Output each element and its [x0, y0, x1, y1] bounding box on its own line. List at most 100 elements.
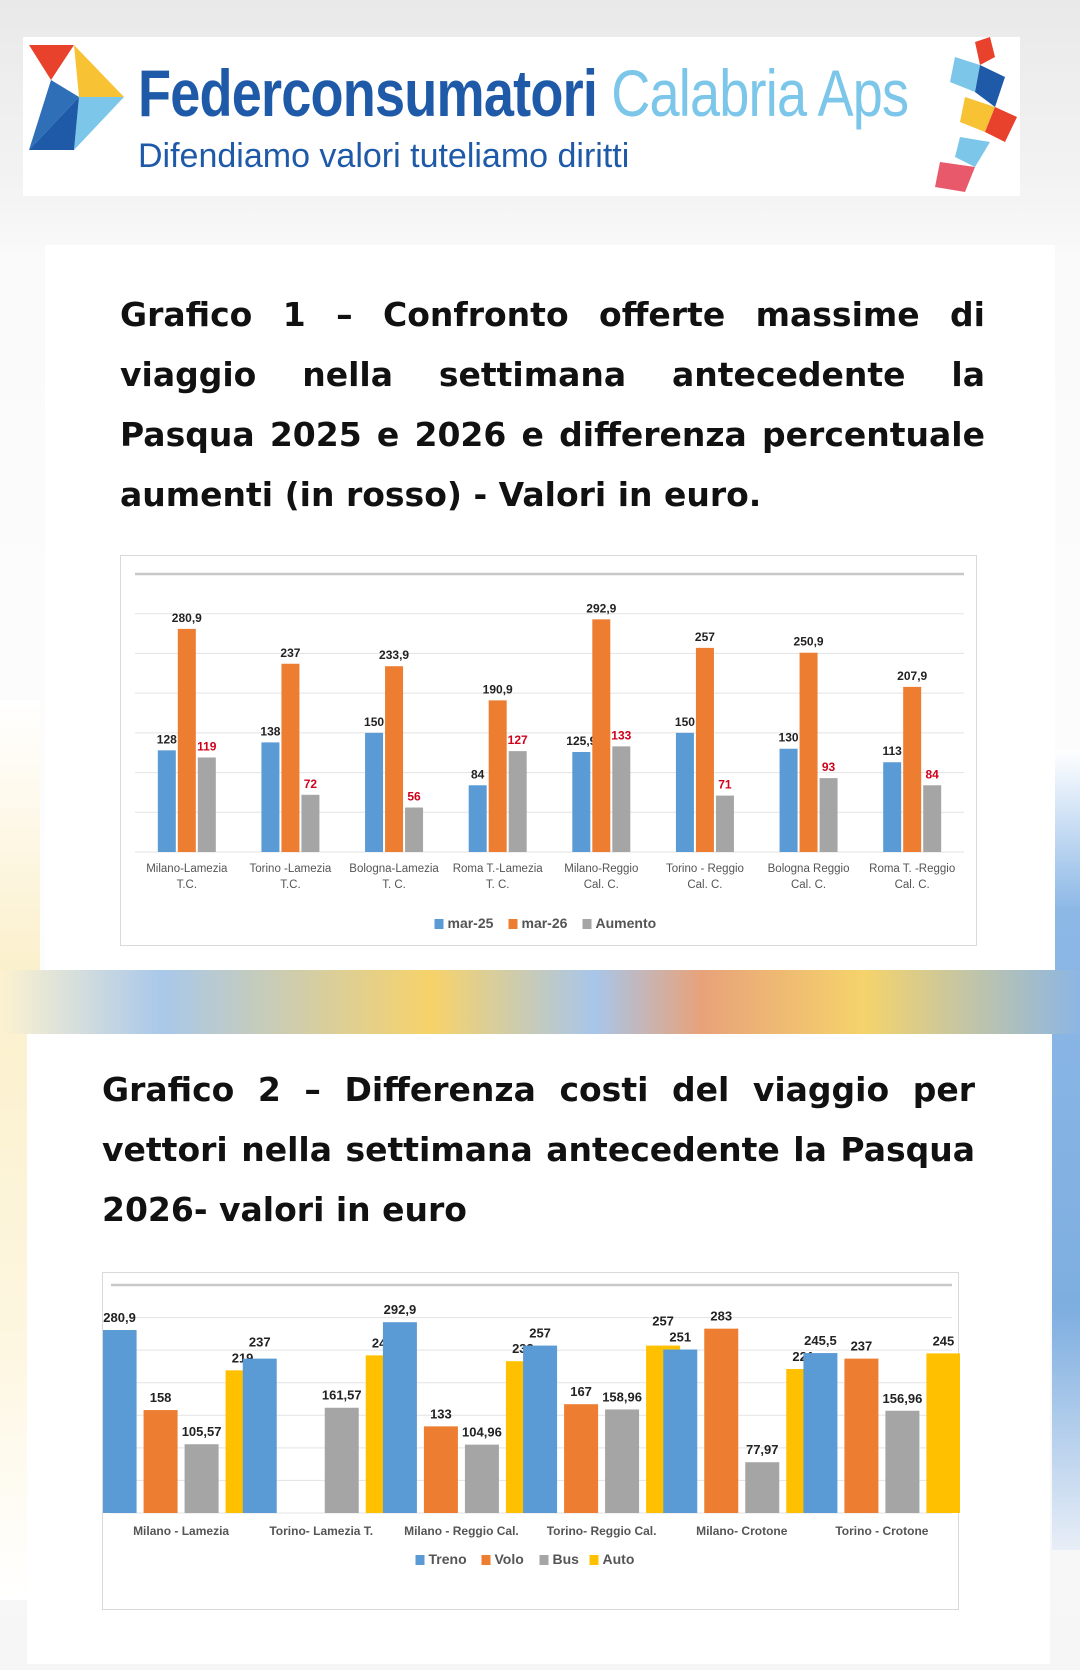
category-label: Bologna-Lamezia [349, 863, 439, 875]
data-label: 158,96 [602, 1389, 642, 1404]
data-label: 105,57 [182, 1424, 222, 1439]
logo-icon [29, 45, 124, 150]
data-label: 119 [197, 739, 217, 753]
data-label: 237 [280, 646, 300, 660]
bar-aumento [923, 785, 942, 852]
background-blur-right [1052, 750, 1080, 1550]
data-label: 161,57 [322, 1388, 362, 1403]
category-label: Torino- Lamezia T. [269, 1524, 373, 1538]
data-label: 292,9 [384, 1302, 417, 1317]
data-label: 250,9 [794, 635, 824, 649]
data-label: 133 [430, 1406, 452, 1421]
data-label: 130 [779, 731, 799, 745]
category-label: Roma T. -Reggio [869, 863, 955, 875]
category-label: Milano-Lamezia [146, 863, 228, 875]
data-label: 292,9 [586, 601, 616, 615]
category-label: Milano - Reggio Cal. [404, 1524, 519, 1538]
calabria-map-icon [935, 37, 1017, 192]
decorative-strip [0, 970, 1080, 1034]
chart2-title: Grafico 2 – Differenza costi del viaggio… [102, 1070, 975, 1229]
category-label: Milano - Lamezia [133, 1524, 229, 1538]
bar-aumento [508, 751, 527, 852]
bar-treno [803, 1353, 838, 1513]
data-label: 158 [150, 1390, 172, 1405]
data-label: 71 [718, 778, 732, 792]
bar-mar-26 [385, 666, 404, 852]
category-label: Milano- Crotone [696, 1524, 788, 1538]
data-label: 77,97 [746, 1442, 779, 1457]
data-label: 257 [652, 1313, 674, 1328]
bar-volo [704, 1328, 739, 1513]
chart1-svg: 128 280,9 119 Milano-Lamezia T.C. 138 237 72 Tor… [135, 572, 964, 931]
data-label: 125,9 [566, 734, 596, 748]
bar-mar-25 [779, 748, 798, 852]
data-label: 104,96 [462, 1425, 502, 1440]
category-label: Cal. C. [687, 879, 722, 891]
bar-mar-26 [281, 663, 300, 852]
category-label: Torino - Crotone [835, 1524, 928, 1538]
header-banner: Federconsumatori Calabria Aps Difendiamo… [23, 37, 1020, 196]
legend-swatch-auto [589, 1555, 599, 1565]
legend-label: Treno [429, 1551, 467, 1567]
bar-auto [926, 1353, 961, 1513]
bar-volo [423, 1426, 458, 1513]
bar-treno [382, 1322, 417, 1513]
category-label: Bologna Reggio [768, 863, 850, 875]
data-label: 207,9 [897, 669, 927, 683]
bar-aumento [301, 794, 320, 852]
category-label: Cal. C. [584, 879, 619, 891]
bar-volo [564, 1404, 599, 1513]
category-label: Torino- Reggio Cal. [547, 1524, 657, 1538]
bar-mar-26 [592, 619, 611, 852]
data-label: 251 [669, 1329, 691, 1344]
data-label: 72 [304, 777, 318, 791]
data-label: 280,9 [172, 611, 202, 625]
chart1-title: Grafico 1 – Confronto offerte massime di… [120, 295, 985, 514]
bar-treno [242, 1358, 277, 1513]
bar-aumento [819, 778, 838, 852]
data-label: 138 [260, 724, 280, 738]
data-label: 150 [364, 715, 384, 729]
category-label: T.C. [177, 879, 197, 891]
legend-label: mar-25 [448, 915, 494, 931]
data-label: 245 [933, 1333, 955, 1348]
legend-label: Auto [603, 1551, 635, 1567]
bar-mar-25 [675, 732, 694, 852]
category-label: Milano-Reggio [564, 863, 638, 875]
data-label: 237 [249, 1334, 271, 1349]
bar-bus [745, 1462, 780, 1513]
data-label: 93 [822, 760, 836, 774]
bar-mar-25 [468, 785, 487, 852]
legend-label: Bus [553, 1551, 580, 1567]
bar-treno [102, 1330, 137, 1513]
data-label: 56 [407, 790, 421, 804]
legend-swatch-aumento [582, 919, 592, 929]
bar-mar-26 [488, 700, 507, 852]
legend-label: mar-26 [522, 915, 568, 931]
bar-mar-25 [157, 750, 176, 852]
legend-swatch-bus [539, 1555, 549, 1565]
bar-aumento [715, 795, 734, 852]
data-label: 113 [883, 744, 903, 758]
category-label: Roma T.-Lamezia [453, 863, 544, 875]
bar-volo [143, 1410, 178, 1513]
data-label: 84 [471, 767, 485, 781]
data-label: 84 [926, 767, 940, 781]
chart2: 280,9 158 105,57 219 Milano - Lamezia 237 161,… [102, 1272, 961, 1610]
bar-mar-26 [177, 628, 196, 852]
data-label: 233,9 [379, 648, 409, 662]
data-label: 245,5 [804, 1333, 837, 1348]
bar-mar-25 [883, 762, 902, 852]
bar-volo [844, 1358, 879, 1513]
category-label: T. C. [382, 879, 406, 891]
data-label: 190,9 [483, 682, 513, 696]
category-label: Cal. C. [791, 879, 826, 891]
chart1: 128 280,9 119 Milano-Lamezia T.C. 138 237 72 Tor… [120, 555, 977, 946]
brand-main: Federconsumatori [138, 56, 598, 130]
bar-bus [885, 1410, 920, 1513]
data-label: 283 [710, 1309, 732, 1324]
category-label: T.C. [280, 879, 300, 891]
bar-bus [464, 1444, 499, 1513]
bar-bus [605, 1409, 640, 1513]
bar-aumento [197, 757, 216, 852]
